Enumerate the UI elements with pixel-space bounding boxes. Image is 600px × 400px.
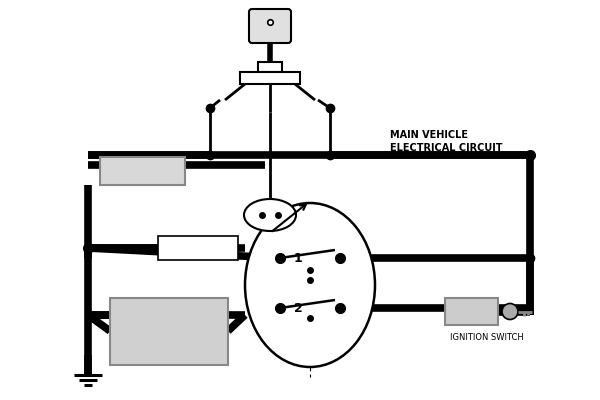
Text: 3 OHM 11 WATT: 3 OHM 11 WATT bbox=[164, 240, 232, 248]
Bar bbox=[100, 157, 185, 185]
Bar bbox=[240, 72, 300, 84]
Text: IGNITION SWITCH: IGNITION SWITCH bbox=[449, 332, 523, 342]
Circle shape bbox=[502, 304, 518, 320]
Text: OR: OR bbox=[161, 327, 177, 337]
Ellipse shape bbox=[245, 203, 375, 367]
Ellipse shape bbox=[244, 199, 296, 231]
Bar bbox=[445, 298, 498, 325]
Text: MAIN VEHICLE: MAIN VEHICLE bbox=[390, 130, 468, 140]
Bar bbox=[110, 298, 228, 365]
Text: RESISTOR: RESISTOR bbox=[177, 250, 219, 260]
Text: 2: 2 bbox=[293, 302, 302, 314]
Bar bbox=[158, 236, 238, 260]
Text: BATTERY: BATTERY bbox=[117, 167, 169, 177]
Text: IGNITION RELAY: IGNITION RELAY bbox=[125, 343, 212, 353]
Text: 1: 1 bbox=[293, 252, 302, 264]
Text: ELECTRICAL CIRCUIT: ELECTRICAL CIRCUIT bbox=[390, 143, 503, 153]
FancyBboxPatch shape bbox=[249, 9, 291, 43]
Text: IGNITION COIL: IGNITION COIL bbox=[130, 311, 208, 321]
Bar bbox=[258, 62, 282, 72]
Text: +: + bbox=[169, 154, 181, 168]
Text: −: − bbox=[103, 154, 113, 168]
